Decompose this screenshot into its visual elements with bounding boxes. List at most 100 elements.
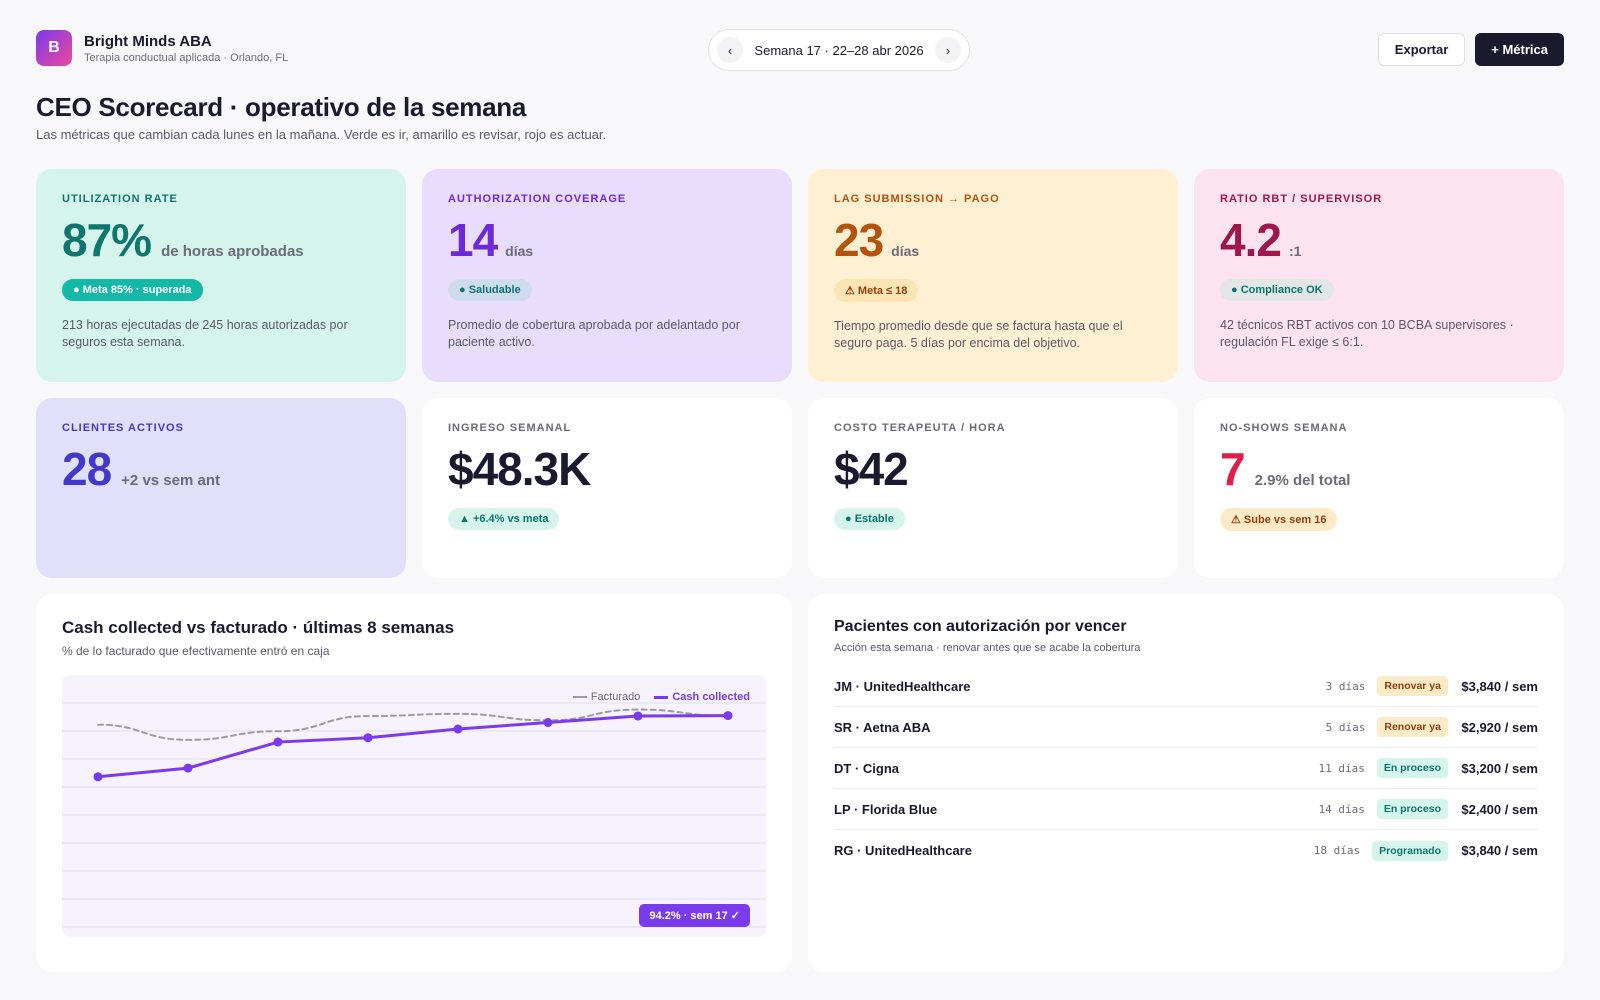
list-item[interactable]: RG · UnitedHealthcare 18 días Programado… (834, 830, 1538, 871)
metric-row: 87% de horas aprobadas (62, 217, 380, 263)
chart-title: Cash collected vs facturado · últimas 8 … (62, 618, 455, 637)
status-badge: ⚠ Sube vs sem 16 (1220, 508, 1338, 531)
status-badge: Renovar ya (1377, 676, 1448, 696)
legend-swatch-cash (654, 695, 669, 699)
days-remaining: 3 días (1325, 679, 1366, 693)
metric-unit: :1 (1288, 243, 1302, 259)
chart-badge: 94.2% · sem 17 ✓ (639, 904, 750, 927)
status-badge: ▲ +6.4% vs meta (448, 508, 560, 530)
auth-list: JM · UnitedHealthcare 3 días Renovar ya … (834, 666, 1538, 871)
chevron-left-icon[interactable]: ‹ (717, 37, 743, 63)
patient-name: LP · Florida Blue (834, 801, 938, 817)
metric-unit: días (505, 243, 534, 259)
page-subtitle: Las métricas que cambian cada lunes en l… (36, 127, 607, 142)
metric-row: $42 (834, 446, 1152, 492)
days-remaining: 11 días (1318, 761, 1365, 775)
metric-value: 4.2 (1220, 214, 1282, 266)
metric-value: 87% (62, 214, 152, 266)
metric-unit: días (891, 243, 920, 259)
metric-unit: +2 vs sem ant (121, 472, 220, 489)
metric-row: 4.2 :1 (1220, 217, 1538, 263)
clients-card[interactable]: CLIENTES ACTIVOS 28 +2 vs sem ant (36, 398, 406, 578)
weekly-amount: $3,840 / sem (1461, 843, 1538, 858)
card-label: RATIO RBT / SUPERVISOR (1220, 193, 1383, 205)
data-point-cash[interactable] (543, 718, 553, 728)
metric-value: $48.3K (448, 443, 591, 495)
chart-subtitle: % de lo facturado que efectivamente entr… (62, 644, 330, 658)
export-button[interactable]: Exportar (1377, 33, 1466, 66)
legend-item-billed: Facturado (572, 691, 640, 703)
metric-row: $48.3K (448, 446, 766, 492)
lag-card[interactable]: LAG SUBMISSION → PAGO 23 días ⚠ Meta ≤ 1… (808, 169, 1178, 382)
patient-name: SR · Aetna ABA (834, 719, 931, 735)
cash-chart-card: Cash collected vs facturado · últimas 8 … (36, 594, 792, 972)
data-point-cash[interactable] (363, 733, 373, 743)
patient-name: JM · UnitedHealthcare (834, 678, 971, 694)
brand-text: Bright Minds ABA Terapia conductual apli… (84, 33, 288, 64)
week-label[interactable]: Semana 17 · 22–28 abr 2026 (754, 42, 924, 58)
card-description: Tiempo promedio desde que se factura has… (834, 319, 1123, 350)
brand[interactable]: B Bright Minds ABA Terapia conductual ap… (36, 30, 288, 66)
list-item[interactable]: SR · Aetna ABA 5 días Renovar ya $2,920 … (834, 707, 1538, 748)
page-title: CEO Scorecard · operativo de la semana (36, 92, 527, 122)
card-label: NO-SHOWS SEMANA (1220, 422, 1348, 434)
card-label: COSTO TERAPEUTA / HORA (834, 422, 1006, 434)
card-label: UTILIZATION RATE (62, 193, 178, 205)
list-item[interactable]: JM · UnitedHealthcare 3 días Renovar ya … (834, 666, 1538, 707)
list-item[interactable]: LP · Florida Blue 14 días En proceso $2,… (834, 789, 1538, 830)
add-metric-button[interactable]: + Métrica (1475, 33, 1564, 66)
cash-chart (62, 702, 766, 928)
data-point-cash[interactable] (273, 737, 283, 747)
status-badge: ● Estable (834, 508, 905, 530)
list-item[interactable]: DT · Cigna 11 días En proceso $3,200 / s… (834, 748, 1538, 789)
metric-unit: de horas aprobadas (161, 243, 304, 260)
auth-title: Pacientes con autorización por vencer (834, 618, 1127, 635)
metric-value: 28 (62, 443, 112, 495)
legend-label-cash: Cash collected (672, 691, 750, 703)
brand-subtitle: Terapia conductual aplicada · Orlando, F… (84, 51, 289, 64)
card-description: 213 horas ejecutadas de 245 horas autori… (62, 318, 348, 349)
data-point-cash[interactable] (93, 772, 103, 782)
status-badge: ● Saludable (448, 279, 532, 301)
weekly-amount: $2,920 / sem (1461, 719, 1538, 735)
metric-value: 23 (834, 214, 884, 266)
metric-value: 14 (448, 214, 498, 266)
metric-row: 28 +2 vs sem ant (62, 446, 380, 492)
series-line-cash (96, 714, 730, 779)
data-point-cash[interactable] (183, 763, 193, 773)
chart-area: Facturado Cash collected 94.2% · sem 17 … (62, 675, 766, 937)
week-selector: ‹ Semana 17 · 22–28 abr 2026 › (708, 29, 970, 71)
legend-swatch-billed (572, 696, 587, 698)
chart-legend: Facturado Cash collected (572, 691, 750, 703)
metric-unit: 2.9% del total (1254, 472, 1351, 489)
metric-row: 7 2.9% del total (1220, 446, 1538, 492)
days-remaining: 5 días (1325, 720, 1366, 734)
status-badge: ⚠ Meta ≤ 18 (834, 279, 919, 302)
weekly-amount: $2,400 / sem (1461, 801, 1538, 817)
card-description: Promedio de cobertura aprobada por adela… (448, 318, 740, 349)
status-badge: ● Meta 85% · superada (62, 279, 203, 301)
auth-subtitle: Acción esta semana · renovar antes que s… (834, 642, 1141, 654)
authorization-card[interactable]: AUTHORIZATION COVERAGE 14 días ● Saludab… (422, 169, 792, 382)
patient-name: DT · Cigna (834, 760, 899, 776)
data-point-cash[interactable] (723, 711, 733, 721)
top-bar: B Bright Minds ABA Terapia conductual ap… (36, 29, 1564, 71)
card-description: 42 técnicos RBT activos con 10 BCBA supe… (1220, 318, 1514, 349)
cost-card[interactable]: COSTO TERAPEUTA / HORA $42 ● Estable (808, 398, 1178, 578)
data-point-cash[interactable] (633, 711, 643, 721)
chevron-right-icon[interactable]: › (934, 37, 961, 63)
header-actions: Exportar + Métrica (1377, 33, 1564, 66)
card-label: LAG SUBMISSION → PAGO (834, 193, 1000, 205)
days-remaining: 14 días (1318, 802, 1365, 816)
patient-name: RG · UnitedHealthcare (834, 843, 972, 858)
noshows-card[interactable]: NO-SHOWS SEMANA 7 2.9% del total ⚠ Sube … (1194, 398, 1564, 578)
status-badge: En proceso (1376, 758, 1448, 778)
card-label: AUTHORIZATION COVERAGE (448, 193, 627, 205)
ratio-card[interactable]: RATIO RBT / SUPERVISOR 4.2 :1 ● Complian… (1194, 169, 1564, 382)
days-remaining: 18 días (1313, 844, 1361, 857)
utilization-card[interactable]: UTILIZATION RATE 87% de horas aprobadas … (36, 169, 406, 382)
card-label: INGRESO SEMANAL (448, 422, 572, 434)
brand-name: Bright Minds ABA (84, 32, 212, 50)
data-point-cash[interactable] (453, 724, 463, 734)
revenue-card[interactable]: INGRESO SEMANAL $48.3K ▲ +6.4% vs meta (422, 398, 792, 578)
